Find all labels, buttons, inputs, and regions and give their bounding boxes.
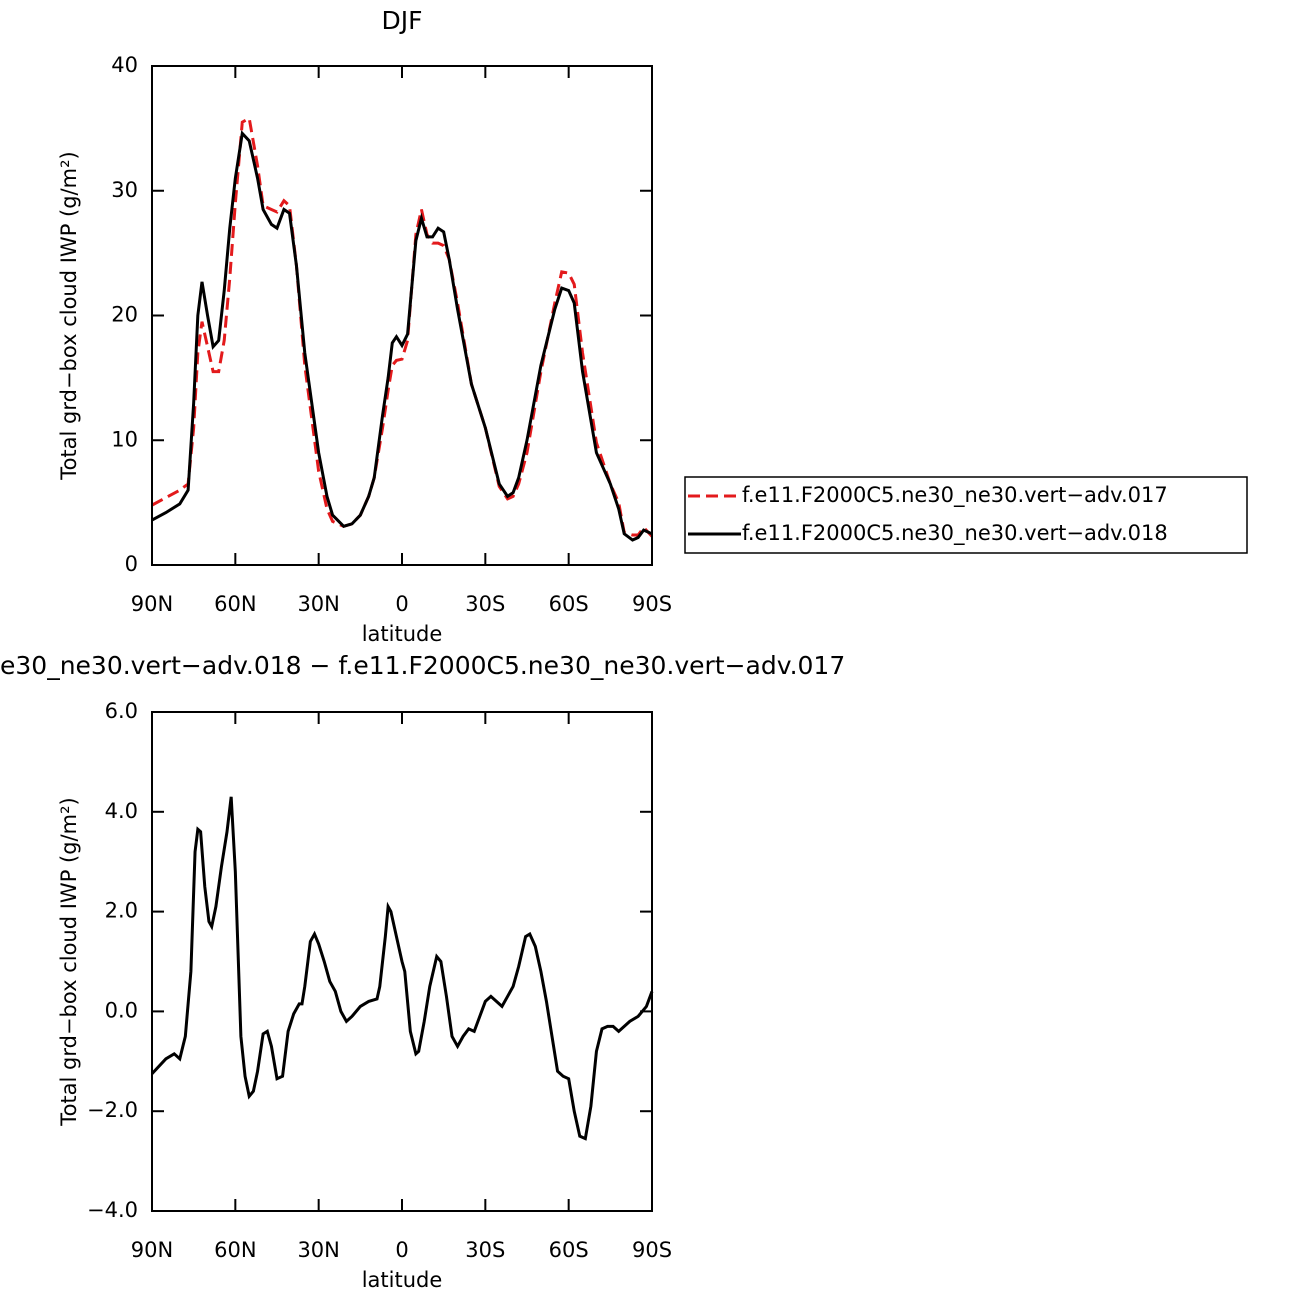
y-axis-label: Total grd−box cloud IWP (g/m²) [57,797,81,1126]
plot-frame [151,65,653,566]
chart-title: e30_ne30.vert−adv.018 − f.e11.F2000C5.ne… [0,651,845,680]
plot-frame [151,711,653,1212]
data-line [151,130,653,542]
x-tick-label: 60S [549,1238,589,1262]
x-tick-label: 90S [632,592,672,616]
legend-label: f.e11.F2000C5.ne30_ne30.vert−adv.018 [742,521,1168,546]
x-axis-label: latitude [362,622,443,646]
x-tick-label: 30N [297,592,339,616]
y-tick-label: 30 [111,178,138,202]
y-tick-label: 40 [111,53,138,77]
y-tick-label: 20 [111,303,138,327]
y-tick-label: 0.0 [105,998,138,1022]
data-line [151,116,654,538]
x-tick-label: 0 [395,1238,408,1262]
y-tick-label: 2.0 [105,899,138,923]
y-tick-label: 10 [111,427,138,451]
x-tick-label: 90N [131,592,173,616]
chart-title: DJF [381,6,422,35]
x-axis-label: latitude [362,1268,443,1292]
y-tick-label: 6.0 [105,699,138,723]
x-tick-label: 90N [131,1238,173,1262]
y-tick-label: 4.0 [105,799,138,823]
data-line [150,796,654,1141]
y-tick-label: −2.0 [87,1098,138,1122]
y-axis-label: Total grd−box cloud IWP (g/m²) [57,151,81,480]
x-tick-label: 30S [465,592,505,616]
x-tick-label: 60S [549,592,589,616]
x-tick-label: 30N [297,1238,339,1262]
y-tick-label: 0 [125,552,138,576]
legend-box [684,476,1248,554]
x-tick-label: 30S [465,1238,505,1262]
x-tick-label: 90S [632,1238,672,1262]
x-tick-label: 60N [214,592,256,616]
legend-label: f.e11.F2000C5.ne30_ne30.vert−adv.017 [742,483,1168,508]
x-tick-label: 0 [395,592,408,616]
y-tick-label: −4.0 [87,1198,138,1222]
x-tick-label: 60N [214,1238,256,1262]
